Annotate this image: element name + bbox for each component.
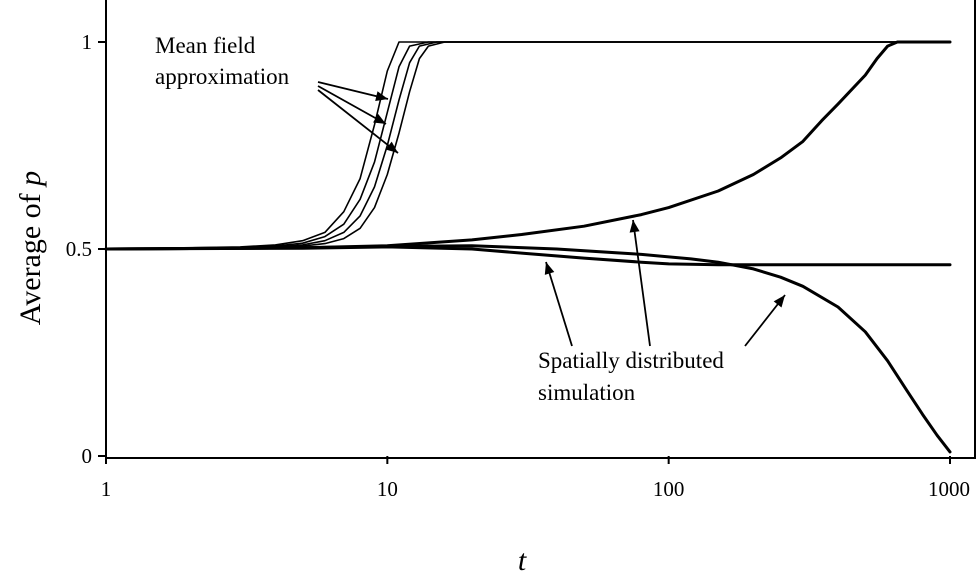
- y-tick-label: 1: [82, 30, 93, 54]
- spatial-arrow-right-head: [773, 295, 785, 308]
- spatial-arrow-lower: [545, 261, 573, 347]
- mean-field-arrow-1-head: [375, 91, 388, 101]
- spatial-simulation-line-7: [104, 244, 952, 454]
- x-tick-label: 10: [377, 477, 398, 501]
- x-tick-label: 100: [653, 477, 685, 501]
- y-axis-title-prefix: Average of: [14, 186, 47, 325]
- x-tick-label: 1000: [928, 477, 970, 501]
- y-tick-label: 0.5: [66, 237, 92, 261]
- x-axis-title: t: [518, 544, 527, 576]
- annotation-arrows: [317, 81, 786, 347]
- spatial-simulation-line-5: [104, 40, 952, 251]
- spatial-arrow-upper: [632, 219, 651, 347]
- mean-field-arrow-2-head: [373, 113, 386, 124]
- y-axis-title: Average of p: [14, 171, 47, 325]
- tick-layer: 1 10 100 1000 0 0.5 1: [66, 30, 970, 501]
- mean-field-arrow-3-head: [385, 141, 398, 153]
- spatial-arrow-lower-head: [544, 262, 555, 275]
- mean-field-line-1: [105, 41, 951, 250]
- y-tick-label: 0: [82, 444, 93, 468]
- x-tick-label: 1: [101, 477, 112, 501]
- mean-field-arrow-2: [317, 85, 387, 125]
- series-layer: [104, 40, 952, 454]
- plot-frame: [105, 0, 976, 459]
- annotation-spatial-line1: Spatially distributed: [538, 348, 724, 373]
- spatial-arrow-upper-head: [629, 220, 640, 233]
- y-axis-title-variable: p: [14, 171, 47, 188]
- mean-field-arrow-1: [317, 81, 389, 100]
- annotation-mean-field-line1: Mean field: [155, 33, 256, 58]
- annotation-spatial-line2: simulation: [538, 380, 636, 405]
- mean-field-arrow-3: [317, 89, 399, 154]
- annotation-mean-field-line2: approximation: [155, 64, 290, 89]
